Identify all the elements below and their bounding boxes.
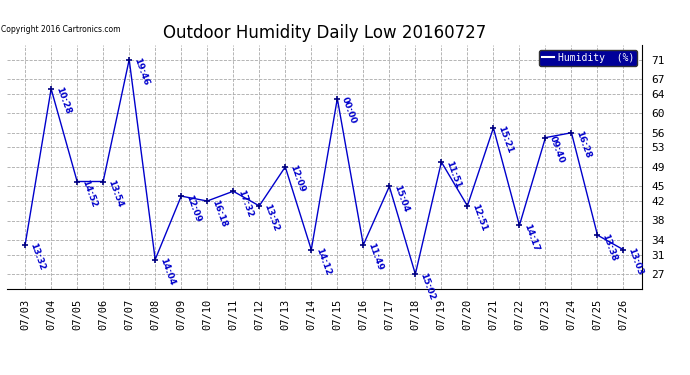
Text: 19:46: 19:46 xyxy=(132,57,150,87)
Text: 11:49: 11:49 xyxy=(366,242,384,272)
Text: 14:52: 14:52 xyxy=(80,179,98,209)
Text: 13:03: 13:03 xyxy=(627,247,644,277)
Text: 16:28: 16:28 xyxy=(574,130,593,160)
Text: 13:52: 13:52 xyxy=(262,203,280,233)
Text: 10:28: 10:28 xyxy=(54,86,72,116)
Text: 11:51: 11:51 xyxy=(444,159,462,189)
Text: 13:54: 13:54 xyxy=(106,179,124,209)
Text: 13:38: 13:38 xyxy=(600,232,618,262)
Text: 14:17: 14:17 xyxy=(522,223,540,253)
Legend: Humidity  (%): Humidity (%) xyxy=(539,50,637,66)
Text: 15:21: 15:21 xyxy=(496,125,515,155)
Text: 14:12: 14:12 xyxy=(314,247,333,277)
Text: 09:40: 09:40 xyxy=(549,135,566,165)
Text: 12:51: 12:51 xyxy=(470,203,489,233)
Text: 13:32: 13:32 xyxy=(28,242,46,272)
Text: 15:02: 15:02 xyxy=(418,272,436,301)
Text: 00:00: 00:00 xyxy=(340,96,358,125)
Text: 16:18: 16:18 xyxy=(210,198,228,228)
Title: Outdoor Humidity Daily Low 20160727: Outdoor Humidity Daily Low 20160727 xyxy=(163,24,486,42)
Text: Copyright 2016 Cartronics.com: Copyright 2016 Cartronics.com xyxy=(1,26,120,34)
Text: 17:32: 17:32 xyxy=(236,189,255,219)
Text: 15:04: 15:04 xyxy=(392,184,411,214)
Text: 14:04: 14:04 xyxy=(158,257,176,287)
Text: 12:09: 12:09 xyxy=(288,164,306,194)
Text: 12:09: 12:09 xyxy=(184,194,202,224)
